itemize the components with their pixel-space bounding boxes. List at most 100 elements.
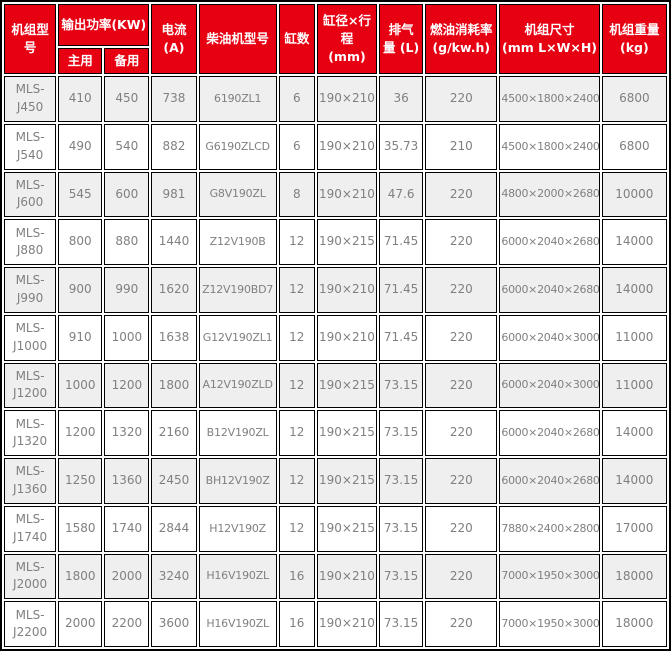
cell-displacement: 73.15 (379, 505, 424, 552)
cell-dimensions: 4800×2000×2680 (499, 171, 600, 218)
col-header-bore-stroke-line2: (mm) (328, 49, 366, 65)
cell-weight: 17000 (601, 505, 667, 552)
cell-fuel: 220 (425, 314, 498, 361)
cell-engine: Z12V190B (198, 219, 277, 265)
cell-bore-stroke: 190×215 (316, 362, 378, 409)
col-header-dimensions-line2: (mm L×W×H) (502, 40, 598, 55)
cell-power-backup: 990 (104, 267, 150, 313)
cell-cylinders: 12 (278, 362, 315, 409)
cell-current: 1620 (151, 267, 197, 313)
table-row: MLS-J1740 1580 1740 2844 H12V190Z 12 190×215 73… (4, 505, 667, 552)
cell-power-backup: 880 (104, 219, 150, 265)
cell-dimensions: 6000×2040×3000 (499, 362, 600, 409)
col-header-displacement-line1: 排气 (388, 21, 414, 37)
cell-fuel: 220 (425, 553, 498, 600)
cell-cylinders: 16 (278, 601, 315, 647)
cell-cylinders: 12 (278, 505, 315, 552)
cell-displacement: 71.45 (379, 314, 424, 361)
cell-dimensions: 6000×2040×2680 (499, 410, 600, 456)
cell-cylinders: 6 (278, 76, 315, 122)
cell-current: 3240 (151, 553, 197, 600)
cell-model: MLS-J1320 (4, 410, 57, 456)
col-header-bore-stroke: 缸径×行程 (mm) (316, 4, 378, 74)
cell-weight: 11000 (601, 314, 667, 361)
cell-engine: G6190ZLCD (198, 123, 277, 170)
cell-dimensions: 7000×1950×3000 (499, 601, 600, 647)
cell-dimensions: 6000×2040×2680 (499, 267, 600, 313)
col-header-model: 机组型号 (4, 4, 57, 74)
cell-power-backup: 2200 (104, 601, 150, 647)
cell-current: 1440 (151, 219, 197, 265)
cell-power-main: 545 (58, 171, 103, 218)
cell-dimensions: 7000×1950×3000 (499, 553, 600, 600)
cell-engine: G12V190ZL1 (198, 314, 277, 361)
col-header-dimensions: 机组尺寸 (mm L×W×H) (499, 4, 600, 74)
cell-engine: B12V190ZL (198, 410, 277, 456)
table-row: MLS-J990 900 990 1620 Z12V190BD7 12 190×210 71.… (4, 267, 667, 313)
cell-model: MLS-J2200 (4, 601, 57, 647)
cell-weight: 6800 (601, 123, 667, 170)
cell-power-main: 1200 (58, 410, 103, 456)
cell-current: 2450 (151, 458, 197, 504)
cell-engine: BH12V190Z (198, 458, 277, 504)
col-header-dimensions-line1: 机组尺寸 (524, 21, 575, 37)
cell-dimensions: 6000×2040×2680 (499, 219, 600, 265)
cell-current: 738 (151, 76, 197, 122)
table-row: MLS-J880 800 880 1440 Z12V190B 12 190×215 71.45… (4, 219, 667, 265)
cell-fuel: 220 (425, 267, 498, 313)
cell-model: MLS-J1200 (4, 362, 57, 409)
table-row: MLS-J2000 1800 2000 3240 H16V190ZL 16 190×210 7… (4, 553, 667, 600)
cell-displacement: 71.45 (379, 219, 424, 265)
col-header-weight: 机组重量 (kg) (601, 4, 667, 74)
cell-cylinders: 8 (278, 171, 315, 218)
cell-weight: 14000 (601, 219, 667, 265)
cell-weight: 18000 (601, 601, 667, 647)
cell-power-backup: 1740 (104, 505, 150, 552)
cell-power-main: 1580 (58, 505, 103, 552)
cell-bore-stroke: 190×210 (316, 123, 378, 170)
table-row: MLS-J1200 1000 1200 1800 A12V190ZLD 12 190×215… (4, 362, 667, 409)
cell-dimensions: 7880×2400×2800 (499, 505, 600, 552)
cell-weight: 14000 (601, 458, 667, 504)
cell-cylinders: 16 (278, 553, 315, 600)
cell-engine: Z12V190BD7 (198, 267, 277, 313)
cell-power-main: 1000 (58, 362, 103, 409)
cell-dimensions: 4500×1800×2400 (499, 76, 600, 122)
cell-power-main: 1800 (58, 553, 103, 600)
col-header-displacement: 排气 量 (L) (379, 4, 424, 74)
cell-power-backup: 1000 (104, 314, 150, 361)
cell-power-backup: 450 (104, 76, 150, 122)
cell-current: 1638 (151, 314, 197, 361)
col-header-fuel-line1: 燃油消耗率 (430, 21, 493, 37)
cell-bore-stroke: 190×215 (316, 219, 378, 265)
cell-displacement: 73.15 (379, 362, 424, 409)
cell-current: 1800 (151, 362, 197, 409)
col-header-weight-line2: (kg) (620, 40, 649, 55)
cell-current: 3600 (151, 601, 197, 647)
cell-dimensions: 6000×2040×2680 (499, 458, 600, 504)
cell-displacement: 35.73 (379, 123, 424, 170)
cell-model: MLS-J2000 (4, 553, 57, 600)
cell-model: MLS-J990 (4, 267, 57, 313)
cell-fuel: 220 (425, 601, 498, 647)
col-header-fuel-line2: (g/kw.h) (432, 40, 491, 55)
cell-current: 2844 (151, 505, 197, 552)
cell-model: MLS-J600 (4, 171, 57, 218)
cell-fuel: 220 (425, 505, 498, 552)
cell-weight: 10000 (601, 171, 667, 218)
cell-cylinders: 12 (278, 219, 315, 265)
cell-bore-stroke: 190×210 (316, 171, 378, 218)
cell-displacement: 71.45 (379, 267, 424, 313)
cell-fuel: 220 (425, 171, 498, 218)
cell-fuel: 220 (425, 410, 498, 456)
cell-cylinders: 12 (278, 267, 315, 313)
col-header-power-backup: 备用 (104, 48, 150, 74)
cell-fuel: 220 (425, 362, 498, 409)
cell-bore-stroke: 190×210 (316, 314, 378, 361)
cell-displacement: 73.15 (379, 458, 424, 504)
table-row: MLS-J450 410 450 738 6190ZL1 6 190×210 36 220 450… (4, 76, 667, 122)
cell-power-main: 910 (58, 314, 103, 361)
cell-cylinders: 12 (278, 458, 315, 504)
cell-weight: 18000 (601, 553, 667, 600)
cell-cylinders: 12 (278, 314, 315, 361)
